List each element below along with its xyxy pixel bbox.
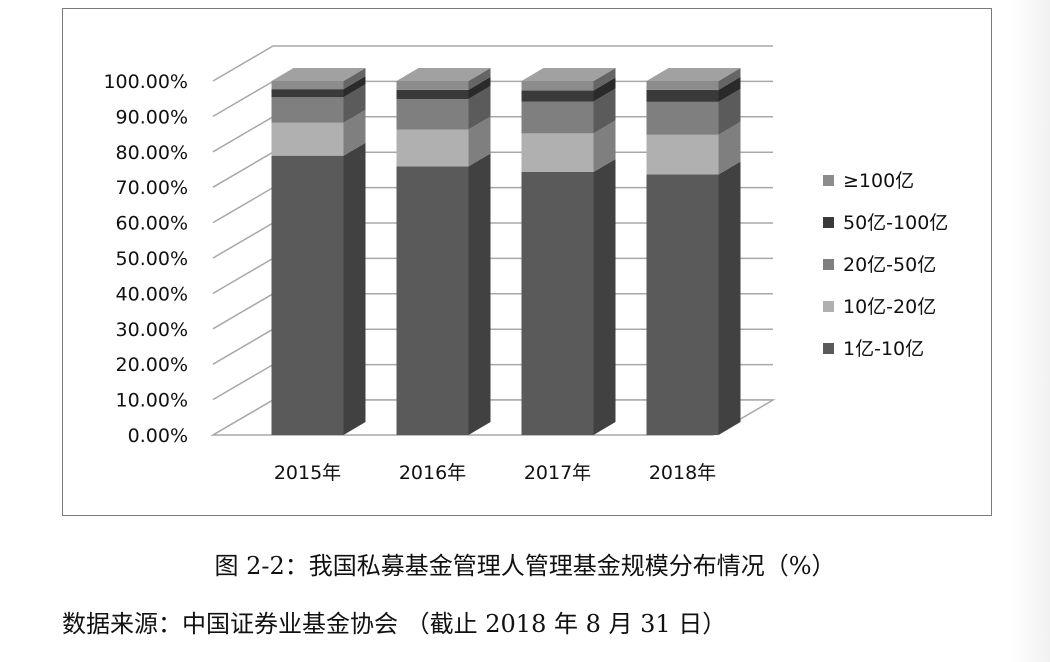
legend-label: ≥100亿 — [843, 170, 914, 192]
bar-top — [521, 68, 616, 81]
side-wall-gridline — [212, 257, 274, 295]
bar-segment-side — [343, 68, 366, 90]
legend-label: 1亿-10亿 — [843, 338, 924, 360]
bar-segment-side — [468, 86, 491, 130]
side-wall-gridline — [212, 45, 274, 82]
bar-segment-side — [718, 68, 741, 90]
bar-segment-side — [468, 116, 491, 167]
data-source-note: 数据来源：中国证券业基金协会 （截止 2018 年 8 月 31 日） — [62, 610, 727, 638]
bar-segment-side — [718, 76, 741, 102]
bar-segment-side — [593, 68, 616, 91]
stacked-bar-chart: 0.00% 10.00% 20.00% 30.00% 40.00% 50.00% 60.00… — [103, 45, 948, 484]
y-tick-label: 40.00% — [116, 283, 188, 305]
bar-top — [396, 68, 491, 81]
legend-swatch — [823, 343, 834, 354]
bar-segment — [521, 101, 594, 134]
bar-segment — [271, 81, 344, 90]
bar-segment-side — [593, 88, 616, 134]
y-tick-label: 60.00% — [116, 213, 188, 235]
legend-label: 20亿-50亿 — [843, 254, 936, 276]
legend-swatch — [823, 259, 834, 270]
bar-segment — [521, 171, 594, 435]
bar-segment — [521, 133, 594, 172]
y-tick-label: 0.00% — [128, 425, 188, 447]
bar-segment-side — [468, 153, 491, 435]
bar-top — [271, 68, 366, 81]
y-tick-label: 70.00% — [116, 177, 188, 199]
y-tick-label: 90.00% — [116, 106, 188, 128]
bar-top — [646, 68, 741, 81]
chart-frame: 0.00% 10.00% 20.00% 30.00% 40.00% 50.00% 60.00… — [62, 8, 992, 516]
bar-segment — [646, 81, 719, 90]
legend-swatch — [823, 301, 834, 312]
bar-segment-side — [718, 88, 741, 135]
bar-segment — [396, 99, 469, 130]
bar-segment-side — [343, 142, 366, 435]
bar-segment-side — [468, 68, 491, 90]
figure-caption: 图 2-2：我国私募基金管理人管理基金规模分布情况（%） — [214, 552, 836, 580]
y-tick-label: 20.00% — [116, 354, 188, 376]
legend-label: 50亿-100亿 — [843, 212, 948, 234]
x-tick-label: 2018年 — [649, 462, 716, 484]
bar-segment — [646, 134, 719, 175]
bar-segment-side — [593, 77, 616, 102]
bar-segment — [396, 81, 469, 90]
bar-segment — [646, 101, 719, 135]
side-wall-gridline — [212, 116, 274, 153]
side-wall-gridline — [212, 186, 274, 224]
bar-segment — [271, 97, 344, 123]
bar-segment-side — [593, 120, 616, 172]
bar-segment — [271, 89, 344, 98]
bar-segment — [521, 90, 594, 102]
x-tick-label: 2016年 — [399, 462, 466, 484]
bar-segment — [396, 89, 469, 100]
y-tick-label: 100.00% — [103, 71, 188, 93]
y-tick-label: 30.00% — [116, 319, 188, 341]
bar-segment-side — [718, 161, 741, 435]
bar-segment-side — [343, 76, 366, 98]
x-tick-label: 2015年 — [274, 462, 341, 484]
y-tick-label: 80.00% — [116, 142, 188, 164]
legend-swatch — [823, 217, 834, 228]
legend-swatch — [823, 175, 834, 186]
bar-segment — [271, 155, 344, 435]
bar-segment-side — [718, 121, 741, 175]
bar-segment — [646, 174, 719, 435]
bar-segment — [396, 129, 469, 167]
bar-segment-side — [343, 84, 366, 123]
bar-segment-side — [593, 158, 616, 435]
bar-segment — [271, 122, 344, 156]
bar-segment — [521, 81, 594, 91]
bar-segment-side — [468, 76, 491, 100]
page-edge-shadow — [1010, 0, 1050, 662]
bar-segment — [646, 89, 719, 102]
y-tick-label: 10.00% — [116, 390, 188, 412]
side-wall-gridline — [212, 363, 274, 401]
side-wall-gridline — [212, 328, 274, 365]
y-tick-label: 50.00% — [116, 248, 188, 270]
side-wall-gridline — [212, 222, 274, 259]
bar-segment — [396, 166, 469, 435]
side-wall-gridline — [212, 151, 274, 188]
side-wall-gridline — [212, 293, 274, 330]
legend-label: 10亿-20亿 — [843, 296, 936, 318]
bar-segment-side — [343, 109, 366, 156]
x-tick-label: 2017年 — [524, 462, 591, 484]
side-wall-gridline — [212, 80, 274, 118]
